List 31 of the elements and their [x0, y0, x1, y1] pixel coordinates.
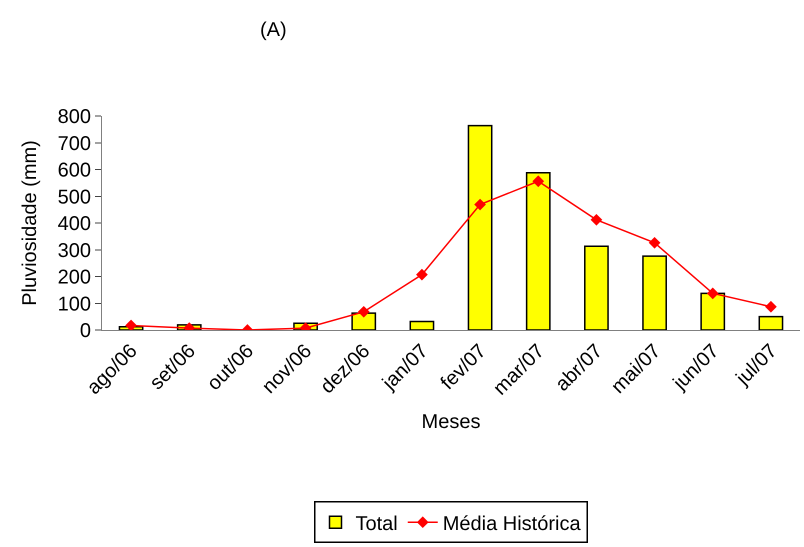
- legend-label: Total: [356, 513, 398, 535]
- y-tick-label: 800: [58, 106, 91, 128]
- point: [532, 175, 544, 188]
- point: [648, 236, 660, 249]
- point: [125, 320, 137, 330]
- y-tick-label: 200: [58, 266, 91, 288]
- y-tick-label: 0: [80, 320, 91, 342]
- bar: [468, 124, 492, 330]
- point: [590, 214, 602, 226]
- bar: [642, 255, 667, 330]
- bar: [700, 292, 726, 330]
- point: [474, 198, 486, 210]
- bar: [351, 312, 376, 330]
- bar: [758, 316, 784, 330]
- point: [358, 306, 370, 318]
- y-tick-label: 700: [58, 132, 91, 155]
- point: [416, 268, 428, 280]
- bar: [526, 172, 551, 330]
- y-tick-label: 300: [58, 240, 91, 262]
- y-axis-title: Pluviosidade (mm): [19, 140, 42, 306]
- chart-title: (A): [260, 18, 287, 41]
- legend-label: Média Histórica: [442, 513, 582, 535]
- bar: [410, 320, 434, 330]
- point: [765, 300, 777, 313]
- point: [706, 288, 719, 300]
- y-tick-label: 600: [58, 160, 91, 182]
- bar: [584, 246, 609, 330]
- y-tick-label: 500: [58, 186, 91, 208]
- y-tick-label: 100: [58, 293, 91, 316]
- x-axis-title: Meses: [422, 411, 480, 434]
- y-tick-label: 400: [58, 213, 91, 235]
